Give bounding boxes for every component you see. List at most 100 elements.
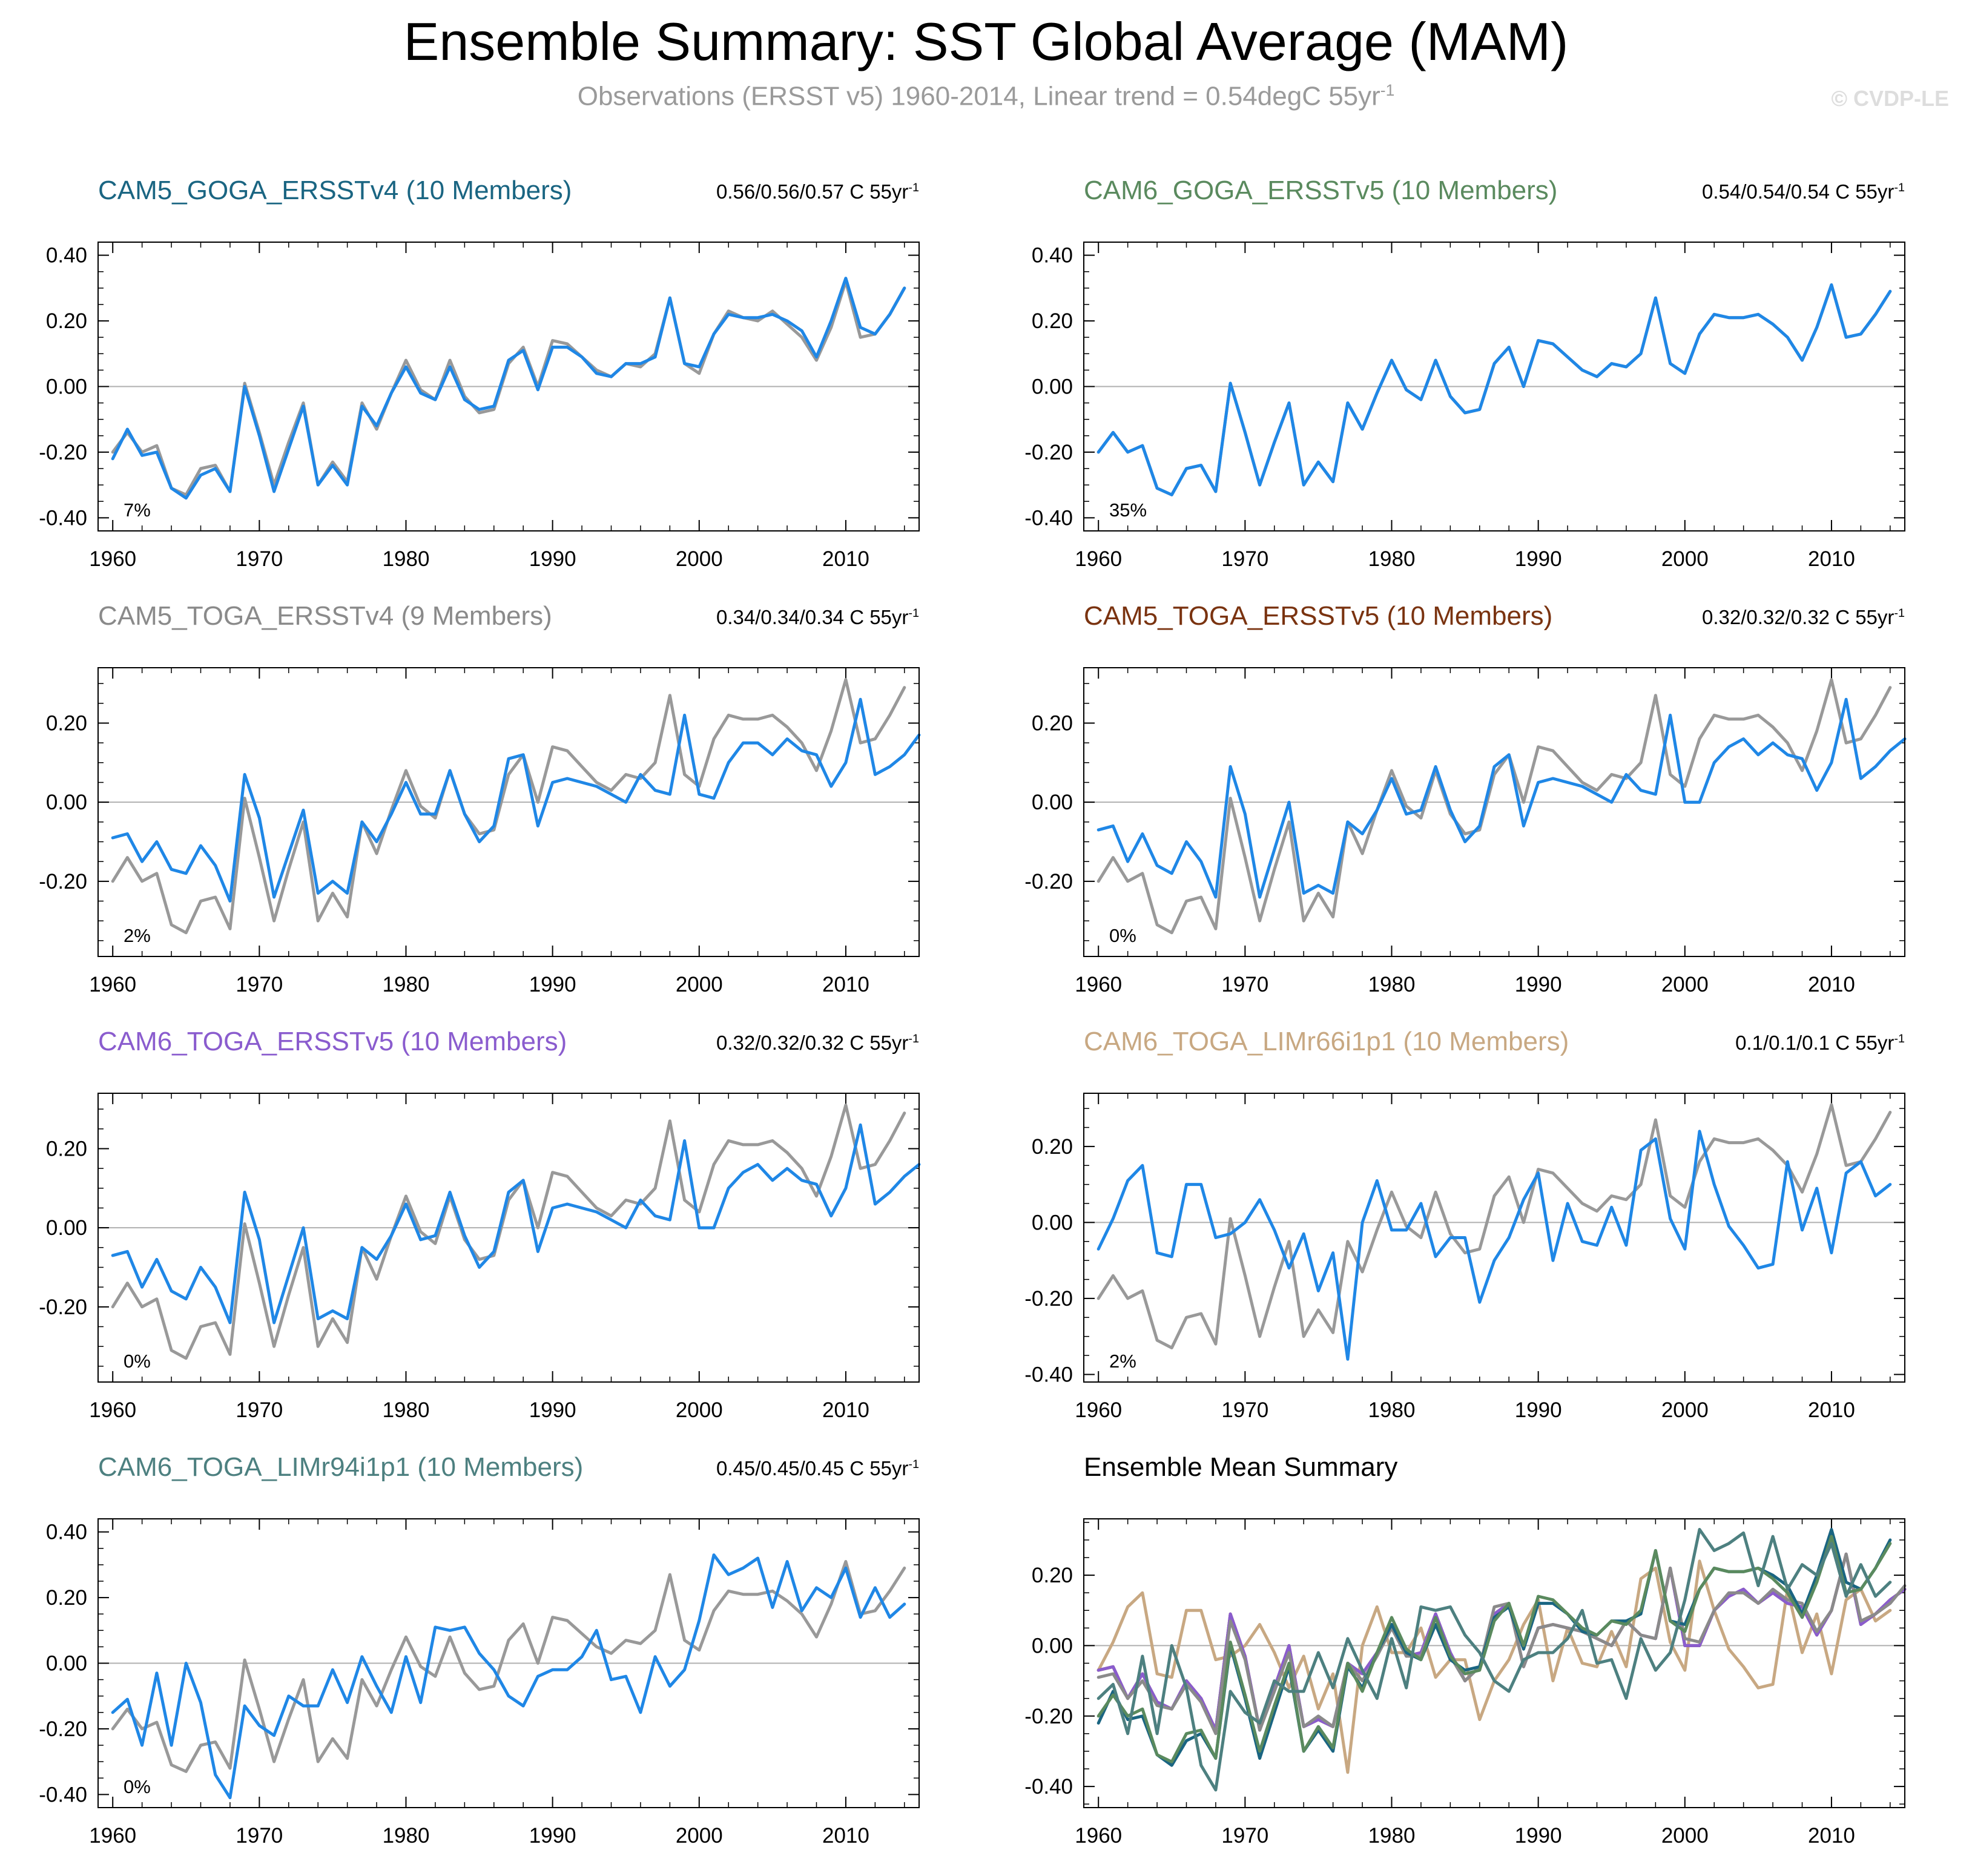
chart-panel: CAM6_TOGA_LIMr94i1p1 (10 Members) 0.45/0.…: [0, 1452, 986, 1876]
trend-text: 0.32/0.32/0.32 C 55yr: [1702, 606, 1895, 628]
x-tick-label: 2010: [1808, 1398, 1855, 1422]
series-line: [1096, 1552, 1907, 1736]
series-line: [1096, 1103, 1892, 1349]
x-tick-label: 2000: [676, 1824, 723, 1848]
series-line: [111, 1104, 906, 1360]
y-tick-label: 0.00: [1032, 375, 1073, 399]
y-tick-label: 0.00: [46, 791, 87, 814]
panel-title: CAM6_TOGA_LIMr66i1p1 (10 Members): [1084, 1027, 1569, 1056]
chart-panel: CAM5_GOGA_ERSSTv4 (10 Members) 0.56/0.56/…: [0, 176, 986, 599]
x-tick-label: 1980: [1368, 1398, 1416, 1422]
trend-label: 0.1/0.1/0.1 C 55yr-1: [1735, 1032, 1905, 1055]
y-tick-label: 0.40: [46, 1521, 87, 1544]
x-tick-label: 2010: [1808, 1824, 1855, 1848]
trend-label: 0.56/0.56/0.57 C 55yr-1: [716, 180, 919, 203]
y-tick-label: -0.20: [1024, 1705, 1073, 1728]
subtitle-text: Observations (ERSST v5) 1960-2014, Linea…: [577, 81, 1380, 111]
y-tick-label: 0.40: [1032, 244, 1073, 268]
percent-label: 0%: [1109, 925, 1136, 946]
x-tick-label: 1970: [236, 1398, 283, 1422]
y-tick-label: 0.00: [46, 375, 87, 399]
x-tick-label: 2010: [1808, 973, 1855, 996]
y-tick-label: 0.40: [46, 244, 87, 268]
series-line: [111, 678, 906, 935]
series-line: [111, 1553, 906, 1800]
trend-text: 0.45/0.45/0.45 C 55yr: [716, 1457, 909, 1479]
x-tick-label: 1970: [1221, 547, 1268, 571]
trend-label: 0.32/0.32/0.32 C 55yr-1: [716, 1032, 919, 1055]
x-tick-label: 2010: [1808, 547, 1855, 571]
x-tick-label: 1960: [1075, 1824, 1122, 1848]
plot-frame: [1083, 667, 1905, 957]
y-tick-label: 0.00: [1032, 1634, 1073, 1657]
x-tick-label: 1960: [89, 973, 136, 996]
panel-title: CAM5_TOGA_ERSSTv4 (9 Members): [98, 601, 552, 631]
y-tick-label: -0.40: [1024, 506, 1073, 530]
y-tick-label: 0.00: [1032, 791, 1073, 814]
trend-label: 0.34/0.34/0.34 C 55yr-1: [716, 606, 919, 629]
trend-superscript: -1: [908, 181, 919, 194]
chart-svg: -0.40 -0.20 0.00 0.20 0.40 1960 1970 1980 1990 20…: [39, 242, 920, 571]
trend-label: 0.32/0.32/0.32 C 55yr-1: [1702, 606, 1905, 629]
panel-title: CAM6_TOGA_LIMr94i1p1 (10 Members): [98, 1452, 584, 1482]
x-tick-label: 1970: [236, 547, 283, 571]
plot-frame: [1083, 1093, 1905, 1383]
percent-label: 2%: [1109, 1351, 1136, 1372]
y-tick-label: 0.20: [1032, 309, 1073, 333]
plot-frame: [1083, 1518, 1905, 1808]
y-tick-label: -0.20: [1024, 870, 1073, 894]
series-line: [111, 280, 906, 496]
trend-superscript: -1: [1894, 1032, 1905, 1045]
x-tick-label: 2000: [676, 547, 723, 571]
x-tick-label: 1960: [89, 547, 136, 571]
percent-label: 35%: [1109, 499, 1147, 521]
y-tick-label: 0.00: [46, 1652, 87, 1676]
chart-panel: CAM6_TOGA_LIMr66i1p1 (10 Members) 0.1/0.1…: [986, 1027, 1971, 1450]
plot-frame: [1083, 242, 1905, 532]
x-tick-label: 1990: [529, 1824, 576, 1848]
x-tick-label: 1980: [383, 1398, 430, 1422]
series-line: [1096, 1528, 1892, 1792]
x-tick-label: 1970: [236, 973, 283, 996]
series-line: [1096, 1130, 1892, 1361]
trend-text: 0.54/0.54/0.54 C 55yr: [1702, 180, 1895, 203]
x-tick-label: 1980: [1368, 547, 1416, 571]
trend-text: 0.32/0.32/0.32 C 55yr: [716, 1032, 909, 1054]
plot-frame: [97, 1093, 920, 1383]
y-tick-label: 0.20: [1032, 711, 1073, 735]
x-tick-label: 2000: [1661, 1824, 1709, 1848]
x-tick-label: 2000: [1661, 1398, 1709, 1422]
x-tick-label: 1990: [1515, 1398, 1562, 1422]
chart-svg: -0.20 0.00 0.20 1960 1970 1980 1990 2000 2010 2%: [39, 667, 921, 996]
trend-superscript: -1: [1894, 181, 1905, 194]
trend-text: 0.1/0.1/0.1 C 55yr: [1735, 1032, 1895, 1054]
percent-label: 7%: [124, 499, 151, 521]
x-tick-label: 1990: [529, 547, 576, 571]
y-tick-label: 0.20: [1032, 1135, 1073, 1159]
series-line: [111, 1123, 921, 1325]
x-tick-label: 1960: [89, 1824, 136, 1848]
series-line: [111, 277, 906, 500]
x-tick-label: 2000: [676, 1398, 723, 1422]
y-tick-label: -0.20: [39, 441, 87, 464]
y-tick-label: 0.20: [46, 1586, 87, 1610]
x-tick-label: 2010: [822, 1824, 869, 1848]
percent-label: 2%: [124, 925, 151, 946]
plot-frame: [97, 667, 920, 957]
chart-panel: CAM6_GOGA_ERSSTv5 (10 Members) 0.54/0.54/…: [986, 176, 1971, 599]
x-tick-label: 1970: [1221, 1398, 1268, 1422]
x-tick-label: 2000: [1661, 547, 1709, 571]
y-tick-label: 0.00: [1032, 1211, 1073, 1234]
y-tick-label: 0.20: [46, 711, 87, 735]
plot-frame: [97, 242, 920, 532]
series-line: [1096, 697, 1907, 899]
x-tick-label: 2010: [822, 1398, 869, 1422]
series-line: [111, 697, 921, 903]
chart-panel: CAM6_TOGA_ERSSTv5 (10 Members) 0.32/0.32/…: [0, 1027, 986, 1450]
x-tick-label: 1970: [236, 1824, 283, 1848]
x-tick-label: 1980: [383, 547, 430, 571]
series-line: [1096, 283, 1892, 496]
y-tick-label: -0.20: [1024, 1287, 1073, 1311]
x-tick-label: 1990: [529, 973, 576, 996]
x-tick-label: 1990: [529, 1398, 576, 1422]
